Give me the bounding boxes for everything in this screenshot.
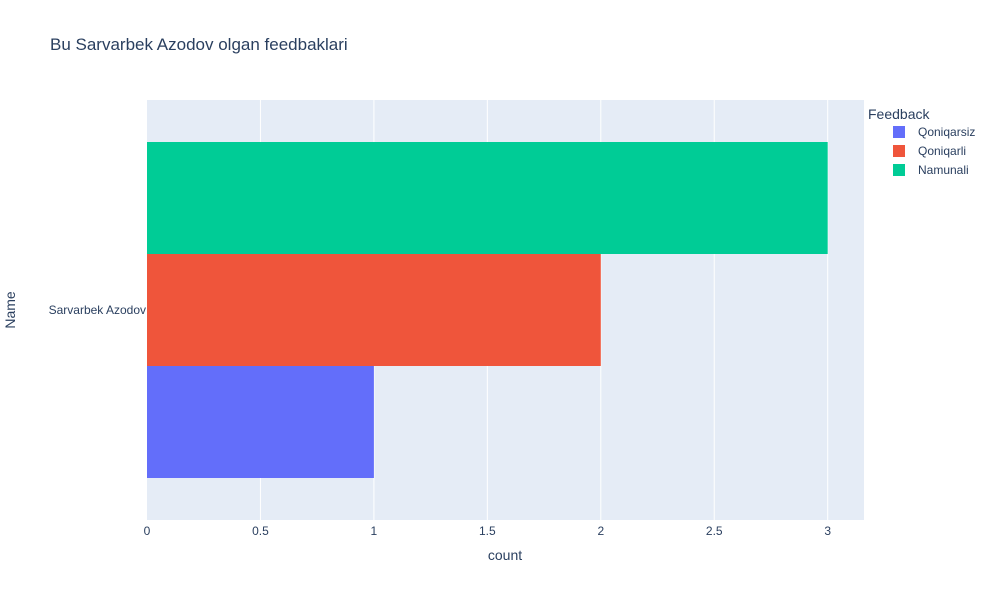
bar-qoniqarsiz: [147, 366, 374, 478]
x-tick-label: 3: [824, 524, 831, 538]
legend: Feedback Qoniqarsiz Qoniqarli Namunali: [868, 106, 975, 177]
x-tick-label: 0: [144, 524, 151, 538]
legend-swatch-qoniqarsiz: [893, 126, 905, 138]
y-tick-labels: Sarvarbek Azodov: [49, 303, 146, 317]
bar-qoniqarli: [147, 254, 601, 366]
legend-title: Feedback: [868, 106, 930, 122]
y-axis-title: Name: [2, 291, 18, 329]
legend-swatch-namunali: [893, 164, 905, 176]
bars: [147, 142, 828, 478]
x-tick-label: 0.5: [252, 524, 269, 538]
x-tick-label: 1.5: [479, 524, 496, 538]
legend-swatch-qoniqarli: [893, 145, 905, 157]
x-tick-label: 2.5: [706, 524, 723, 538]
legend-item-namunali: Namunali: [918, 163, 969, 177]
x-tick-labels: 0 0.5 1 1.5 2 2.5 3: [144, 524, 832, 538]
legend-item-qoniqarsiz: Qoniqarsiz: [918, 125, 975, 139]
x-tick-label: 1: [371, 524, 378, 538]
x-tick-label: 2: [597, 524, 604, 538]
chart-title: Bu Sarvarbek Azodov olgan feedbaklari: [50, 35, 348, 54]
y-tick-label: Sarvarbek Azodov: [49, 303, 146, 317]
legend-item-qoniqarli: Qoniqarli: [918, 144, 966, 158]
x-axis-title: count: [488, 547, 522, 563]
bar-namunali: [147, 142, 828, 254]
